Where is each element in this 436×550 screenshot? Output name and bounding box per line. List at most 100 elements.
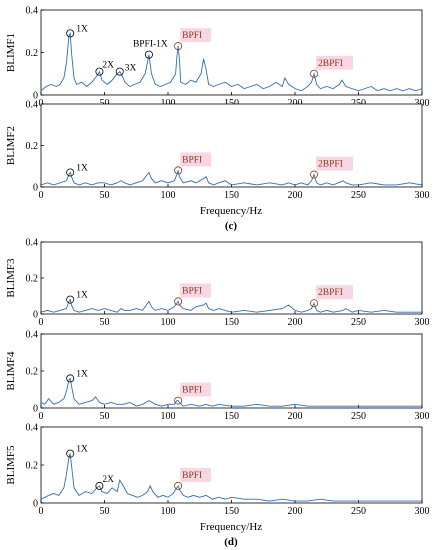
x-tick-label: 100 — [161, 411, 176, 422]
annotation-highlight — [316, 285, 354, 300]
y-tick-label: 0.4 — [26, 330, 39, 341]
annotation-label: 1X — [76, 445, 88, 455]
annotation-label: BPFI — [182, 286, 202, 296]
annotation-label: 2BPFI — [318, 288, 343, 298]
plot-frame — [40, 9, 423, 96]
y-tick-label: 0.4 — [26, 423, 39, 434]
peak-marker — [66, 168, 75, 177]
x-tick-label: 0 — [39, 98, 44, 109]
y-axis-label: BLIMF1 — [5, 33, 17, 72]
x-tick-label: 200 — [288, 190, 303, 201]
x-tick-label: 50 — [100, 411, 110, 422]
subplot-3: 0 0.2 0.4 0 50 100 150 200 250 300 BLIMF3 1X BPFI 2BP… — [5, 238, 430, 329]
annotation-label: 2X — [102, 61, 114, 71]
series-line — [40, 377, 422, 407]
x-tick-label: 300 — [415, 190, 430, 201]
xlabel-group-c: Frequency/Hz — [200, 205, 262, 217]
peak-marker — [174, 42, 183, 51]
x-tick-label: 150 — [224, 317, 239, 328]
x-tick-label: 100 — [161, 190, 176, 201]
series-line — [40, 170, 423, 186]
annotation-label: 3X — [125, 64, 137, 74]
annotation-label: BPFI — [182, 31, 202, 41]
peak-marker — [115, 67, 124, 76]
caption-d: (d) — [224, 536, 238, 548]
annotation-highlight — [180, 283, 211, 298]
peak-marker — [310, 69, 319, 78]
x-tick-label: 100 — [161, 98, 176, 109]
y-tick-label: 0 — [33, 499, 38, 510]
peak-marker — [174, 297, 183, 306]
x-tick-label: 200 — [288, 317, 303, 328]
plot-frame — [40, 103, 423, 188]
y-tick-label: 0.4 — [26, 100, 39, 111]
y-tick-label: 0 — [33, 310, 38, 321]
x-tick-label: 300 — [415, 411, 430, 422]
y-axis-label: BLIMF5 — [5, 445, 17, 485]
y-tick-label: 0 — [33, 91, 38, 102]
series-line — [40, 31, 423, 92]
y-tick-label: 0.2 — [26, 274, 39, 285]
annotation-label: 1X — [76, 291, 88, 301]
peak-marker — [66, 29, 75, 38]
y-tick-label: 0.2 — [26, 48, 39, 59]
annotation-label: 2BPFI — [318, 160, 343, 170]
series-line — [40, 453, 422, 502]
annotation-label: BPFI — [182, 471, 202, 481]
peak-marker — [66, 449, 75, 458]
subplot-5: 0 0.2 0.4 0 50 100 150 200 250 300 BLIMF5 1X 2X BPFI — [5, 423, 430, 518]
caption-c: (c) — [225, 220, 238, 232]
plot-frame — [40, 426, 423, 504]
annotation-label: 1X — [76, 24, 88, 34]
annotation-label: 2X — [102, 475, 114, 485]
x-tick-label: 200 — [288, 411, 303, 422]
x-tick-label: 250 — [351, 411, 366, 422]
annotation-highlight — [316, 55, 354, 70]
annotation-label: BPFI-1X — [133, 40, 168, 50]
y-tick-label: 0.4 — [26, 238, 39, 249]
annotation-label: BPFI — [182, 386, 202, 396]
peak-marker — [95, 481, 104, 490]
x-tick-label: 0 — [39, 506, 44, 517]
peak-marker — [310, 299, 319, 308]
y-tick-label: 0 — [33, 183, 38, 194]
x-tick-label: 250 — [351, 317, 366, 328]
x-tick-label: 100 — [161, 317, 176, 328]
x-tick-label: 200 — [288, 506, 303, 517]
y-axis-label: BLIMF4 — [5, 351, 17, 391]
subplot-4: 0 0.2 0.4 0 50 100 150 200 250 300 BLIMF4 1X BPFI — [5, 330, 430, 423]
peak-marker — [174, 166, 183, 175]
x-tick-label: 250 — [351, 98, 366, 109]
y-tick-label: 0.2 — [26, 141, 39, 152]
annotation-label: 2BPFI — [318, 59, 343, 69]
x-tick-label: 0 — [39, 411, 44, 422]
annotation-highlight — [180, 382, 211, 397]
y-tick-label: 0.4 — [26, 6, 39, 17]
peak-marker — [66, 374, 75, 383]
x-tick-label: 50 — [100, 506, 110, 517]
annotation-highlight — [316, 156, 354, 171]
peak-marker — [66, 295, 75, 304]
annotation-highlight — [180, 467, 211, 482]
x-tick-label: 300 — [415, 98, 430, 109]
peak-marker — [174, 481, 183, 490]
y-tick-label: 0.2 — [26, 367, 39, 378]
x-tick-label: 50 — [100, 98, 110, 109]
x-tick-label: 300 — [415, 317, 430, 328]
plot-frame — [40, 241, 423, 315]
annotation-highlight — [180, 152, 211, 167]
annotation-label: 1X — [76, 369, 88, 379]
x-tick-label: 0 — [39, 190, 44, 201]
x-tick-label: 150 — [224, 98, 239, 109]
xlabel-group-d: Frequency/Hz — [200, 521, 262, 533]
y-axis-label: BLIMF2 — [5, 126, 17, 165]
x-tick-label: 300 — [415, 506, 430, 517]
peak-marker — [310, 170, 319, 179]
annotation-highlight — [180, 28, 211, 43]
y-axis-label: BLIMF3 — [5, 258, 17, 298]
peak-marker — [95, 67, 104, 76]
x-tick-label: 50 — [100, 190, 110, 201]
